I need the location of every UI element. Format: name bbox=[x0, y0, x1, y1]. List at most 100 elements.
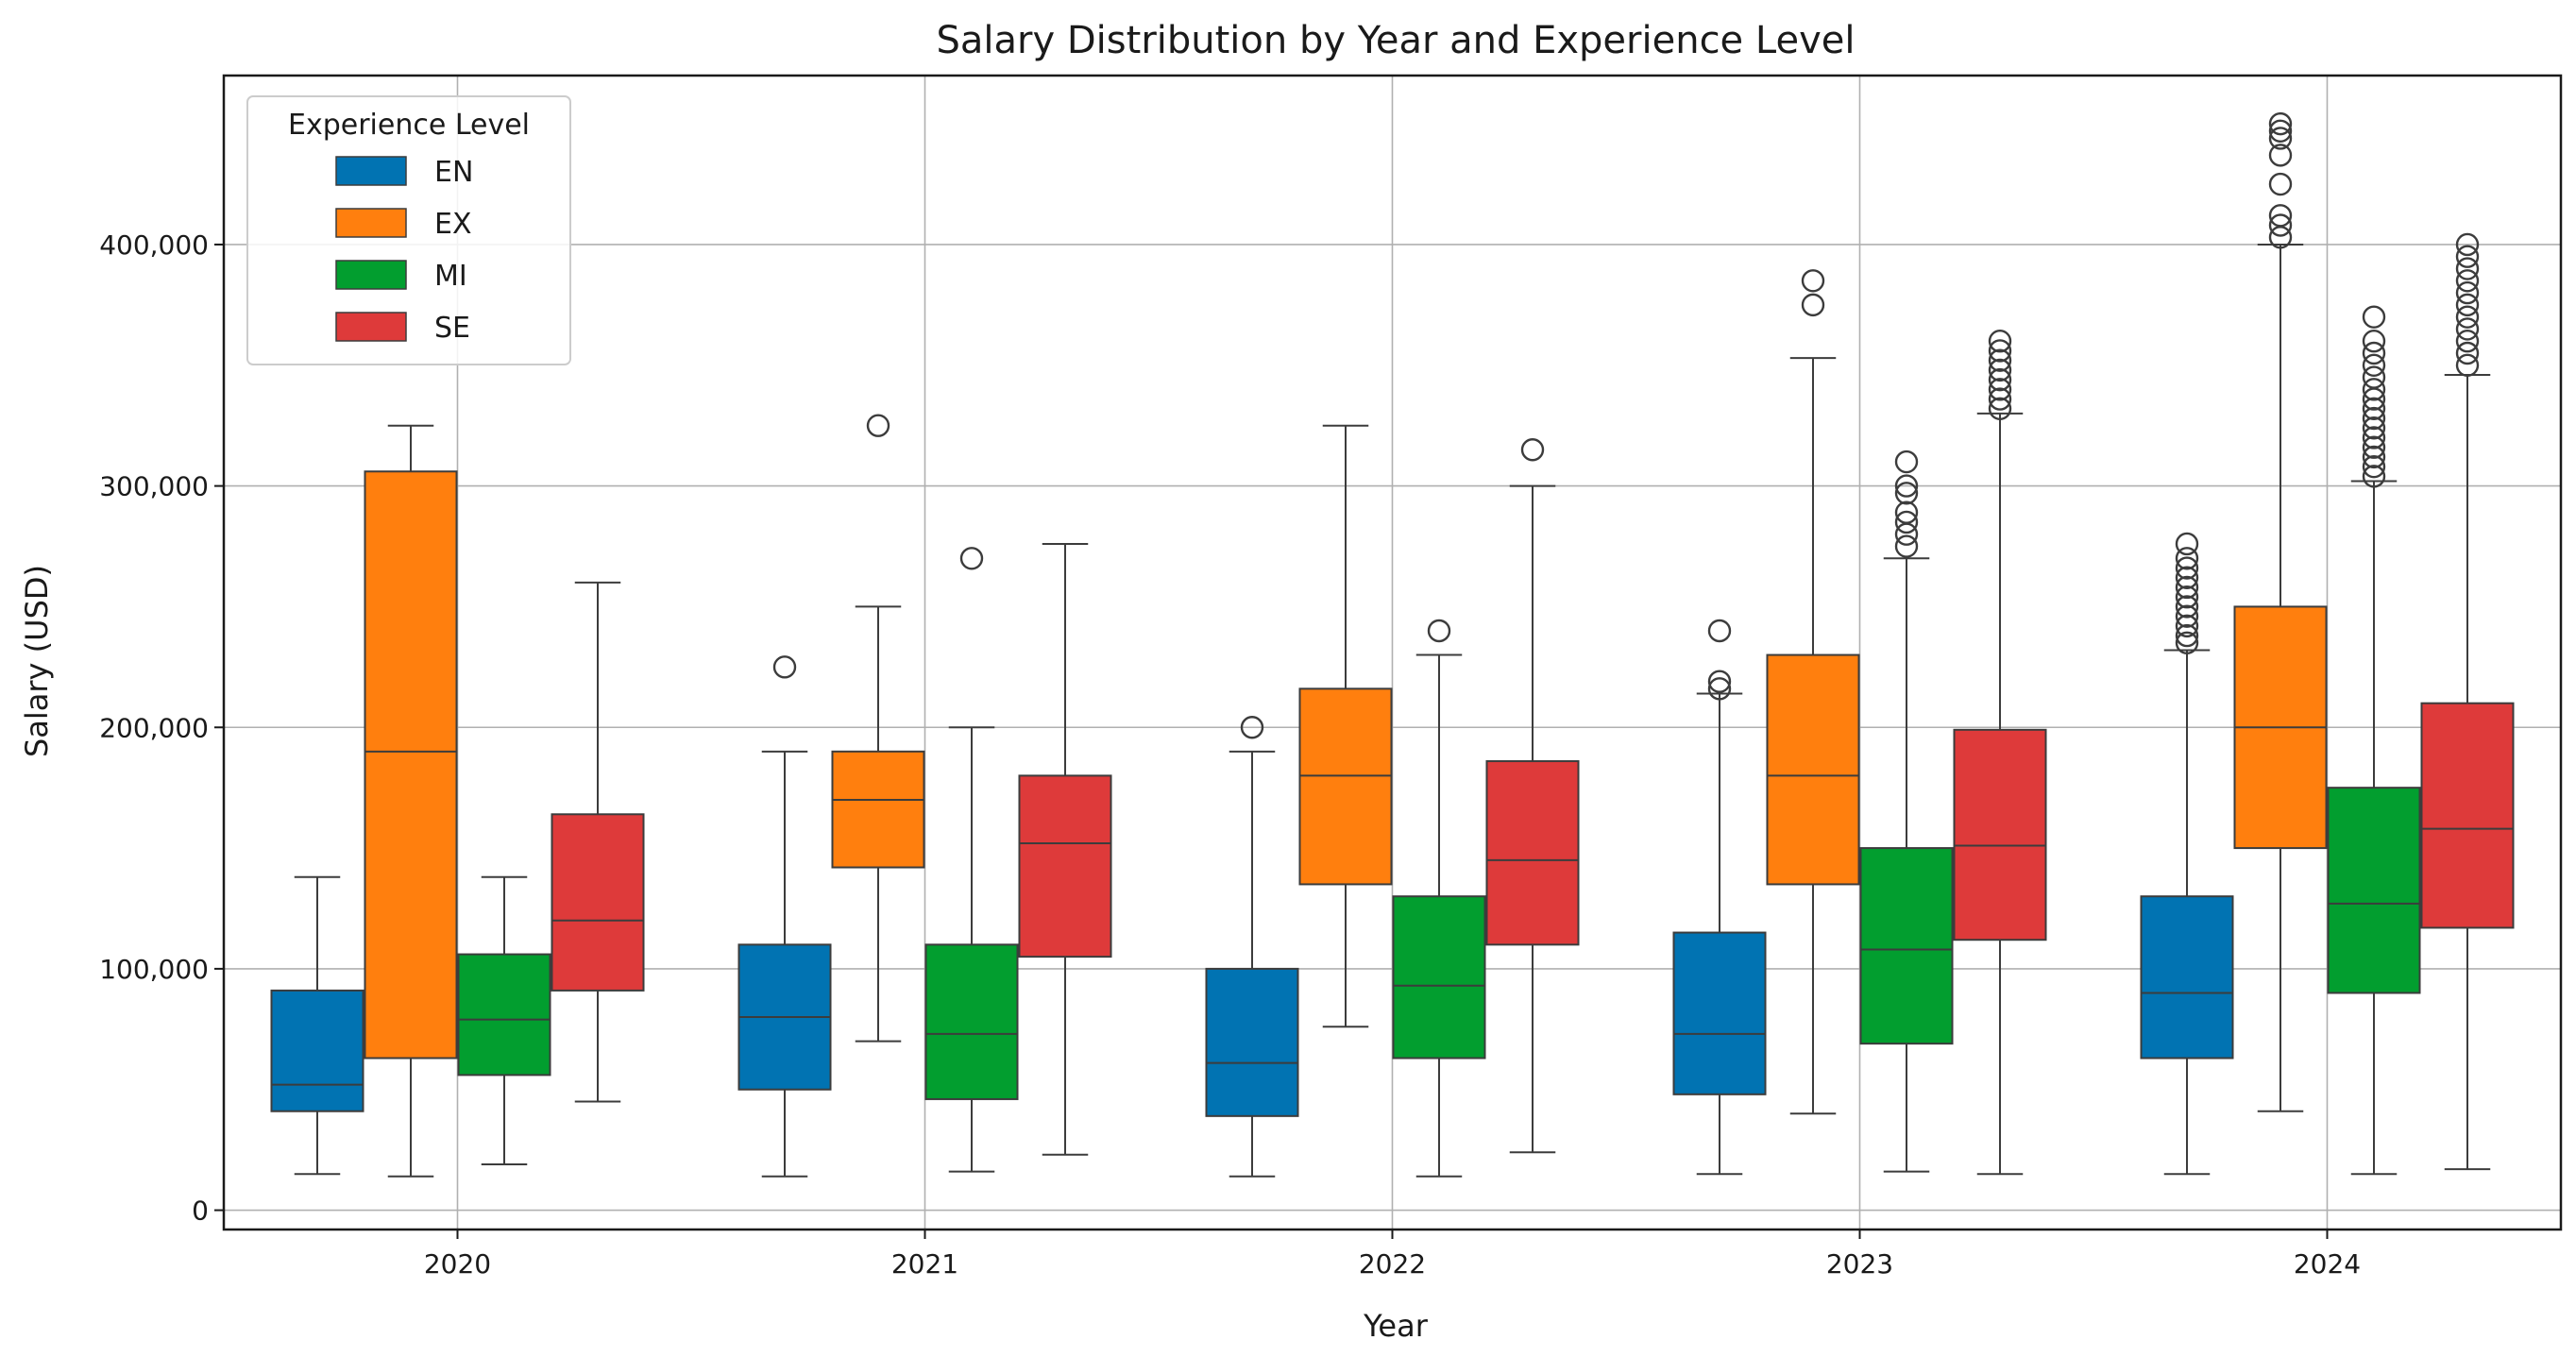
outlier-point bbox=[1894, 500, 1919, 524]
outlier-point bbox=[1520, 438, 1545, 462]
iqr-box bbox=[364, 470, 458, 1060]
outlier-point bbox=[2175, 623, 2199, 648]
outlier-point bbox=[2362, 435, 2386, 459]
outlier-point bbox=[2455, 245, 2480, 268]
box-EX-2023 bbox=[1766, 269, 1860, 1115]
legend-title: Experience Level bbox=[288, 109, 530, 142]
legend-swatch-EN bbox=[335, 156, 407, 186]
outlier-point bbox=[2175, 532, 2199, 556]
iqr-box bbox=[551, 813, 645, 992]
y-tick-label: 100,000 bbox=[99, 954, 209, 985]
outlier-point bbox=[2268, 127, 2293, 150]
axis-ticks: 0 100,000 200,000 300,000 400,000 2020 2021 202… bbox=[99, 229, 2361, 1280]
legend-swatch-MI bbox=[335, 260, 407, 290]
outlier-point bbox=[2175, 614, 2199, 638]
iqr-box bbox=[270, 989, 364, 1112]
y-tick-label: 300,000 bbox=[99, 471, 209, 502]
outlier-point bbox=[772, 655, 797, 679]
outlier-point bbox=[2362, 426, 2386, 450]
y-tick-label: 0 bbox=[192, 1196, 209, 1227]
outlier-point bbox=[1707, 670, 1732, 693]
box-EN-2022 bbox=[1205, 716, 1299, 1178]
box-EN-2021 bbox=[737, 655, 832, 1178]
outlier-point bbox=[2455, 257, 2480, 280]
outlier-point bbox=[2362, 305, 2386, 329]
iqr-box bbox=[2327, 787, 2421, 994]
x-tick-label: 2022 bbox=[1359, 1248, 1426, 1280]
x-tick-label: 2024 bbox=[2294, 1248, 2361, 1280]
outlier-point bbox=[1801, 293, 1825, 317]
iqr-box bbox=[457, 953, 551, 1077]
outlier-point bbox=[1988, 358, 2012, 382]
outlier-point bbox=[1707, 677, 1732, 701]
y-axis-label: Salary (USD) bbox=[19, 565, 55, 757]
outlier-point bbox=[2175, 604, 2199, 628]
outlier-point bbox=[2268, 144, 2293, 167]
outlier-point bbox=[1801, 269, 1825, 293]
iqr-box bbox=[1953, 728, 2047, 941]
outlier-point bbox=[1988, 367, 2012, 392]
box-SE-2022 bbox=[1485, 438, 1580, 1154]
box-MI-2024 bbox=[2327, 305, 2421, 1176]
outlier-point bbox=[2362, 416, 2386, 440]
outlier-point bbox=[2362, 406, 2386, 431]
outlier-point bbox=[2455, 353, 2480, 377]
outlier-point bbox=[2175, 547, 2199, 570]
box-MI-2023 bbox=[1859, 450, 1954, 1173]
outlier-point bbox=[866, 414, 890, 437]
outlier-point bbox=[2362, 341, 2386, 365]
outlier-point bbox=[1988, 378, 2012, 401]
outlier-point bbox=[2362, 330, 2386, 353]
outlier-point bbox=[1894, 482, 1919, 505]
outlier-point bbox=[1894, 534, 1919, 558]
iqr-box bbox=[1485, 760, 1580, 946]
outlier-point bbox=[2268, 204, 2293, 228]
outlier-point bbox=[2362, 378, 2386, 401]
x-tick-label: 2021 bbox=[891, 1248, 958, 1280]
box-SE-2021 bbox=[1018, 542, 1112, 1156]
iqr-box bbox=[1392, 895, 1486, 1060]
outlier-point bbox=[2268, 111, 2293, 136]
outlier-point bbox=[2175, 556, 2199, 580]
outlier-point bbox=[1894, 474, 1919, 498]
outlier-point bbox=[2362, 445, 2386, 469]
outlier-point bbox=[1894, 522, 1919, 546]
outlier-point bbox=[2175, 575, 2199, 600]
outlier-point bbox=[2362, 353, 2386, 377]
outlier-point bbox=[2362, 365, 2386, 389]
box-EX-2022 bbox=[1298, 424, 1393, 1028]
outlier-point bbox=[2455, 232, 2480, 257]
box-SE-2023 bbox=[1953, 330, 2047, 1176]
outlier-point bbox=[2268, 172, 2293, 196]
iqr-box bbox=[1298, 687, 1393, 886]
legend-label-MI: MI bbox=[434, 260, 467, 293]
box-MI-2022 bbox=[1392, 619, 1486, 1178]
outlier-point bbox=[2362, 454, 2386, 479]
legend-frame bbox=[246, 95, 571, 365]
outlier-point bbox=[2175, 631, 2199, 654]
outlier-point bbox=[2455, 269, 2480, 293]
box-EX-2024 bbox=[2233, 111, 2328, 1112]
iqr-box bbox=[1018, 774, 1112, 958]
outlier-point bbox=[2362, 465, 2386, 488]
outlier-point bbox=[1988, 387, 2012, 411]
outlier-point bbox=[1894, 510, 1919, 534]
outlier-point bbox=[2175, 595, 2199, 619]
iqr-box bbox=[1859, 847, 1954, 1045]
legend-swatch-EX bbox=[335, 208, 407, 238]
outlier-point bbox=[959, 547, 984, 570]
box-EN-2020 bbox=[270, 875, 364, 1176]
outlier-point bbox=[2455, 305, 2480, 329]
box-SE-2020 bbox=[551, 581, 645, 1103]
iqr-box bbox=[1205, 967, 1299, 1117]
outlier-point bbox=[1988, 339, 2012, 363]
legend-label-EX: EX bbox=[434, 208, 472, 241]
iqr-box bbox=[2420, 702, 2515, 929]
x-tick-label: 2020 bbox=[424, 1248, 491, 1280]
iqr-box bbox=[1672, 931, 1767, 1095]
chart-title: Salary Distribution by Year and Experien… bbox=[937, 19, 1856, 62]
legend-label-SE: SE bbox=[434, 312, 470, 345]
box-EX-2021 bbox=[831, 414, 925, 1043]
outlier-point bbox=[2175, 585, 2199, 609]
